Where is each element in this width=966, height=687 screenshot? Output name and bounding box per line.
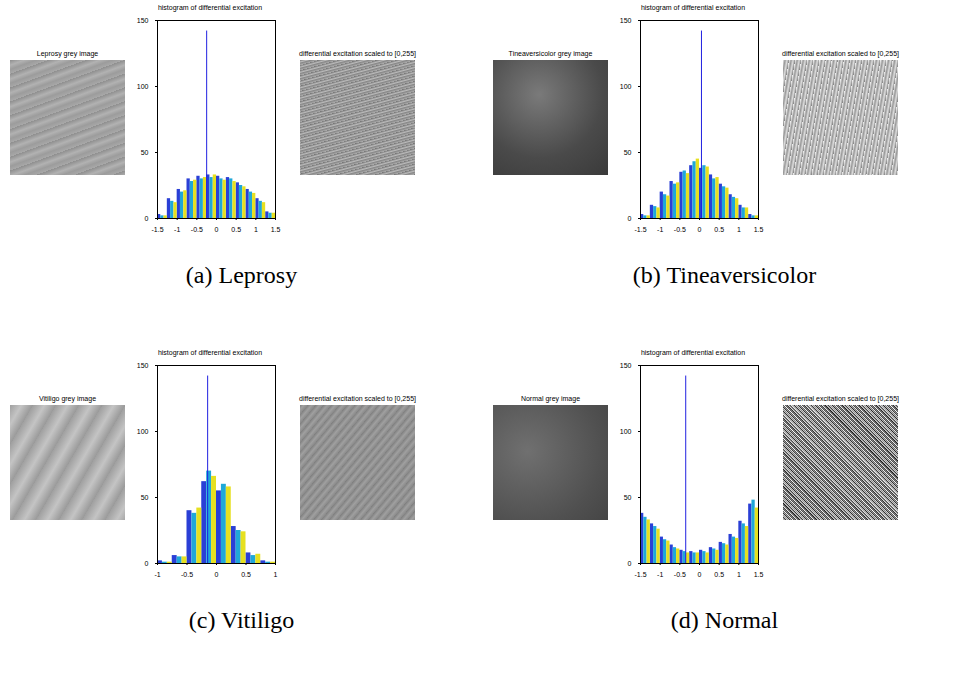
html-text:differential excitation scaled: differential excitation scaled to [0,255… (782, 395, 899, 402)
html-text:differential excitation scaled: differential excitation scaled to [0,255… (299, 395, 416, 402)
svg-text:-1: -1 (154, 571, 160, 578)
html-text:(b) Tineaversicolor: (b) Tineaversicolor (632, 262, 817, 288)
svg-text:-1: -1 (657, 571, 663, 578)
html-text:Vitiligo grey image: Vitiligo grey image (39, 395, 96, 402)
html-text:(a) Leprosy: (a) Leprosy (185, 262, 298, 288)
html-text:(d) Normal: (d) Normal (670, 607, 779, 633)
html-text:differential excitation scaled: differential excitation scaled to [0,255… (299, 50, 416, 57)
svg-text:-1: -1 (657, 226, 663, 233)
svg-text:-1.5: -1.5 (634, 226, 646, 233)
html-text:differential excitation scaled: differential excitation scaled to [0,255… (782, 50, 899, 57)
svg-text:0: 0 (698, 571, 702, 578)
svg-text:0: 0 (628, 215, 632, 222)
svg-text:100: 100 (620, 428, 632, 435)
svg-text:0.5: 0.5 (714, 226, 724, 233)
svg-text:0: 0 (215, 226, 219, 233)
svg-text:1: 1 (254, 226, 258, 233)
svg-text:-1.5: -1.5 (151, 226, 163, 233)
svg-text:150: 150 (620, 17, 632, 24)
svg-text:-0.5: -0.5 (674, 226, 686, 233)
svg-text:1.5: 1.5 (754, 226, 764, 233)
svg-text:100: 100 (620, 83, 632, 90)
svg-text:100: 100 (137, 83, 149, 90)
svg-text:0.5: 0.5 (714, 571, 724, 578)
html-text:Normal grey image: Normal grey image (520, 395, 581, 402)
svg-text:50: 50 (141, 149, 149, 156)
svg-text:50: 50 (624, 494, 632, 501)
svg-text:50: 50 (624, 149, 632, 156)
svg-text:0.5: 0.5 (231, 226, 241, 233)
svg-text:0: 0 (215, 571, 219, 578)
html-text:histogram of differential exci: histogram of differential excitation (157, 349, 263, 356)
svg-text:1: 1 (737, 571, 741, 578)
svg-text:0: 0 (145, 215, 149, 222)
html-text:histogram of differential exci: histogram of differential excitation (640, 349, 746, 356)
svg-text:150: 150 (620, 362, 632, 369)
svg-text:150: 150 (137, 362, 149, 369)
html-text:histogram of differential exci: histogram of differential excitation (640, 4, 746, 11)
svg-text:100: 100 (137, 428, 149, 435)
svg-text:-1: -1 (174, 226, 180, 233)
html-text:(c) Vitiligo: (c) Vitiligo (188, 607, 295, 633)
svg-text:1: 1 (737, 226, 741, 233)
svg-text:0: 0 (628, 560, 632, 567)
svg-text:-0.5: -0.5 (674, 571, 686, 578)
svg-text:-0.5: -0.5 (181, 571, 193, 578)
svg-text:1: 1 (274, 571, 278, 578)
svg-text:150: 150 (137, 17, 149, 24)
svg-text:0.5: 0.5 (241, 571, 251, 578)
svg-text:-0.5: -0.5 (191, 226, 203, 233)
html-text:Tineaversicolor grey image: Tineaversicolor grey image (508, 50, 593, 57)
svg-text:1.5: 1.5 (754, 571, 764, 578)
svg-text:0: 0 (698, 226, 702, 233)
svg-text:0: 0 (145, 560, 149, 567)
svg-text:1.5: 1.5 (271, 226, 281, 233)
html-text:histogram of differential exci: histogram of differential excitation (157, 4, 263, 11)
svg-text:-1.5: -1.5 (634, 571, 646, 578)
svg-text:50: 50 (141, 494, 149, 501)
html-text:Leprosy grey image: Leprosy grey image (36, 50, 99, 57)
